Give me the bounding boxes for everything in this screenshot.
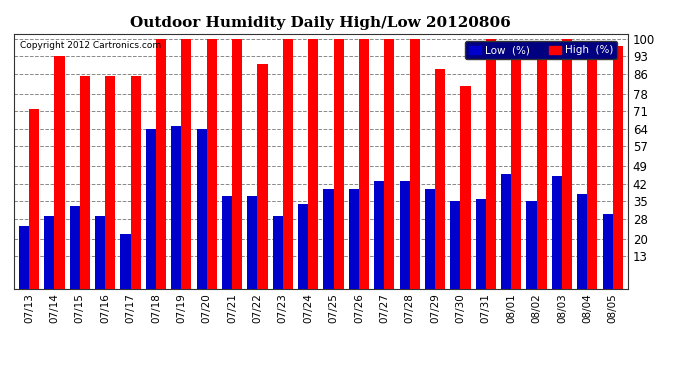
Bar bbox=[359, 39, 369, 289]
Bar bbox=[613, 46, 623, 289]
Bar bbox=[435, 69, 445, 289]
Bar bbox=[602, 214, 613, 289]
Bar bbox=[222, 196, 232, 289]
Bar bbox=[283, 39, 293, 289]
Bar bbox=[552, 176, 562, 289]
Bar bbox=[171, 126, 181, 289]
Title: Outdoor Humidity Daily High/Low 20120806: Outdoor Humidity Daily High/Low 20120806 bbox=[130, 16, 511, 30]
Bar bbox=[70, 206, 80, 289]
Bar bbox=[511, 46, 522, 289]
Bar bbox=[298, 204, 308, 289]
Bar bbox=[537, 46, 546, 289]
Bar bbox=[257, 64, 268, 289]
Bar bbox=[130, 76, 141, 289]
Bar bbox=[44, 216, 55, 289]
Bar bbox=[55, 56, 65, 289]
Text: Copyright 2012 Cartronics.com: Copyright 2012 Cartronics.com bbox=[20, 41, 161, 50]
Bar bbox=[475, 199, 486, 289]
Bar bbox=[587, 51, 598, 289]
Bar bbox=[460, 86, 471, 289]
Bar bbox=[324, 189, 333, 289]
Bar bbox=[562, 39, 572, 289]
Bar bbox=[577, 194, 587, 289]
Bar bbox=[273, 216, 283, 289]
Bar bbox=[156, 39, 166, 289]
Bar bbox=[232, 39, 242, 289]
Bar bbox=[181, 39, 191, 289]
Bar bbox=[146, 129, 156, 289]
Bar bbox=[348, 189, 359, 289]
Bar bbox=[400, 181, 410, 289]
Bar bbox=[384, 39, 395, 289]
Bar bbox=[120, 234, 130, 289]
Bar bbox=[526, 201, 537, 289]
Bar bbox=[425, 189, 435, 289]
Bar bbox=[410, 39, 420, 289]
Bar bbox=[333, 39, 344, 289]
Bar bbox=[95, 216, 105, 289]
Legend: Low  (%), High  (%): Low (%), High (%) bbox=[465, 41, 617, 59]
Bar bbox=[29, 109, 39, 289]
Bar bbox=[80, 76, 90, 289]
Bar bbox=[105, 76, 115, 289]
Bar bbox=[501, 174, 511, 289]
Bar bbox=[197, 129, 207, 289]
Bar bbox=[207, 39, 217, 289]
Bar bbox=[451, 201, 460, 289]
Bar bbox=[486, 39, 496, 289]
Bar bbox=[308, 39, 318, 289]
Bar bbox=[247, 196, 257, 289]
Bar bbox=[374, 181, 384, 289]
Bar bbox=[19, 226, 29, 289]
